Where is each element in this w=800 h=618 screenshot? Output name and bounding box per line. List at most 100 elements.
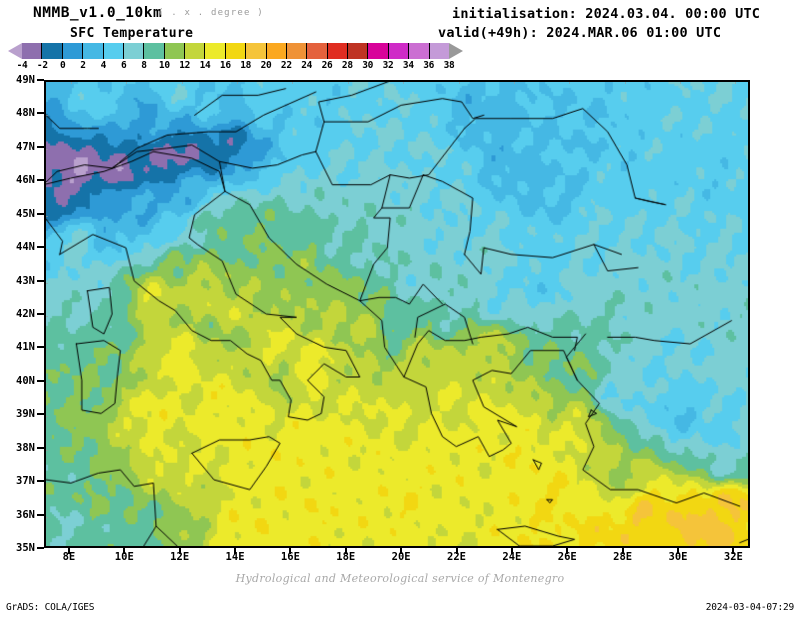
- temperature-map-plot[interactable]: [44, 80, 750, 548]
- colorbar-cell: [144, 43, 165, 59]
- longitude-tick: [732, 548, 735, 554]
- colorbar-tick-label: 16: [219, 60, 231, 71]
- longitude-tick: [455, 548, 458, 554]
- colorbar-cell: [368, 43, 389, 59]
- colorbar-cell: [123, 43, 145, 59]
- colorbar-cell: [185, 43, 206, 59]
- colorbar-tick-label: 12: [179, 60, 191, 71]
- colorbar-tick-label: 22: [280, 60, 292, 71]
- latitude-tick-label: 35N: [16, 542, 35, 554]
- latitude-axis-labels: 49N 48N 47N 46N 45N 44N 43N 42N 41N 40N 39N 38N 37N 3…: [0, 74, 42, 554]
- longitude-tick-label: 26E: [557, 551, 577, 563]
- latitude-tick-label: 43N: [16, 274, 35, 287]
- colorbar-cell: [205, 43, 226, 59]
- colorbar-cell: [62, 43, 84, 59]
- colorbar-tick-label: 20: [260, 60, 272, 71]
- colorbar-cell: [266, 43, 287, 59]
- field-title: SFC Temperature: [70, 26, 194, 41]
- colorbar-cells: [22, 43, 449, 59]
- colorbar-tick-label: 8: [141, 60, 147, 71]
- longitude-tick: [289, 548, 292, 554]
- latitude-tick: [37, 145, 44, 148]
- colorbar-cell: [83, 43, 104, 59]
- latitude-tick: [37, 513, 44, 516]
- latitude-tick: [37, 179, 44, 182]
- colorbar-under-arrow-icon: [8, 43, 22, 59]
- latitude-tick: [37, 79, 44, 81]
- latitude-tick: [37, 413, 44, 416]
- temperature-field-canvas: [46, 82, 748, 546]
- latitude-tick-label: 38N: [16, 441, 35, 454]
- colorbar-cell: [246, 43, 267, 59]
- longitude-tick-label: 14E: [225, 551, 245, 563]
- longitude-tick: [621, 548, 624, 554]
- latitude-tick: [37, 379, 44, 382]
- longitude-tick-label: 8E: [62, 551, 76, 563]
- longitude-tick: [234, 548, 237, 554]
- latitude-tick-label: 40N: [16, 374, 35, 387]
- model-title: NMMB_v1.0_10km: [33, 5, 163, 21]
- colorbar-over-arrow-icon: [449, 43, 463, 59]
- colorbar-cell: [327, 43, 348, 59]
- colorbar-tick-label: 2: [80, 60, 86, 71]
- valid-time: valid(+49h): 2024.MAR.06 01:00 UTC: [438, 25, 722, 41]
- colorbar-tick-label: -4: [16, 60, 28, 71]
- longitude-tick-label: 28E: [613, 551, 633, 563]
- longitude-tick-label: 12E: [170, 551, 190, 563]
- colorbar-cell: [429, 43, 449, 59]
- colorbar-cell: [388, 43, 410, 59]
- colorbar-cell: [164, 43, 185, 59]
- latitude-tick: [37, 480, 44, 483]
- latitude-tick: [37, 112, 44, 115]
- longitude-tick-label: 22E: [447, 551, 466, 563]
- longitude-tick-label: 20E: [391, 551, 411, 563]
- latitude-tick-marks: [36, 79, 44, 549]
- latitude-tick: [37, 346, 44, 349]
- latitude-tick: [37, 246, 44, 249]
- colorbar-cell: [225, 43, 247, 59]
- colorbar-tick-label: 24: [301, 60, 313, 71]
- colorbar-tick-label: 4: [100, 60, 107, 71]
- initialisation-time: initialisation: 2024.03.04. 00:00 UTC: [452, 6, 761, 22]
- colorbar-tick-label: 26: [321, 60, 333, 71]
- colorbar-tick-label: 18: [240, 60, 252, 71]
- colorbar-tick-label: 38: [443, 60, 455, 71]
- temperature-colorbar: -4 -2 0 2 4 6 8 10 12 14 16 18 20 22 24 26 28 30 32 34 36 38: [8, 43, 463, 71]
- longitude-tick: [510, 548, 513, 554]
- colorbar-tick-label: 14: [199, 60, 211, 71]
- longitude-tick-label: 30E: [668, 551, 688, 563]
- latitude-tick-label: 37N: [16, 475, 35, 488]
- longitude-axis-labels: 8E 10E 12E 14E 16E 18E 20E 22E 24E 26E 28E 30E 32E: [44, 551, 750, 567]
- latitude-tick-label: 44N: [16, 241, 35, 254]
- longitude-tick: [566, 548, 569, 554]
- longitude-tick: [123, 548, 126, 554]
- colorbar-tick-label: 10: [158, 60, 170, 71]
- latitude-tick: [37, 279, 44, 282]
- longitude-tick-label: 24E: [502, 551, 522, 563]
- colorbar-tick-label: 6: [120, 60, 127, 71]
- generation-timestamp: 2024-03-04-07:29: [705, 602, 795, 613]
- colorbar-cell: [348, 43, 369, 59]
- colorbar-cell: [22, 43, 43, 59]
- longitude-tick-label: 18E: [336, 551, 356, 563]
- colorbar-tick-label: 32: [382, 60, 394, 71]
- model-units-note: ( . x . degree ): [158, 8, 264, 18]
- latitude-tick: [37, 547, 44, 549]
- longitude-tick: [677, 548, 680, 554]
- latitude-tick: [37, 212, 44, 215]
- longitude-tick-label: 10E: [114, 551, 134, 563]
- colorbar-tick-labels: -4 -2 0 2 4 6 8 10 12 14 16 18 20 22 24 26 28 30 32 34 36 38: [17, 60, 455, 72]
- latitude-tick: [37, 446, 44, 449]
- colorbar-cell: [307, 43, 328, 59]
- longitude-tick-label: 32E: [723, 551, 743, 563]
- latitude-tick-label: 45N: [16, 207, 35, 220]
- latitude-tick-label: 49N: [16, 74, 35, 86]
- grads-credit: GrADS: COLA/IGES: [6, 602, 95, 613]
- colorbar-tick-label: 0: [59, 60, 66, 71]
- colorbar-tick-label: 28: [341, 60, 353, 71]
- colorbar-tick-label: 30: [362, 60, 374, 71]
- colorbar-tick-label: 36: [423, 60, 435, 71]
- colorbar-tick-label: 34: [402, 60, 414, 71]
- colorbar-cell: [286, 43, 308, 59]
- latitude-tick: [37, 313, 44, 315]
